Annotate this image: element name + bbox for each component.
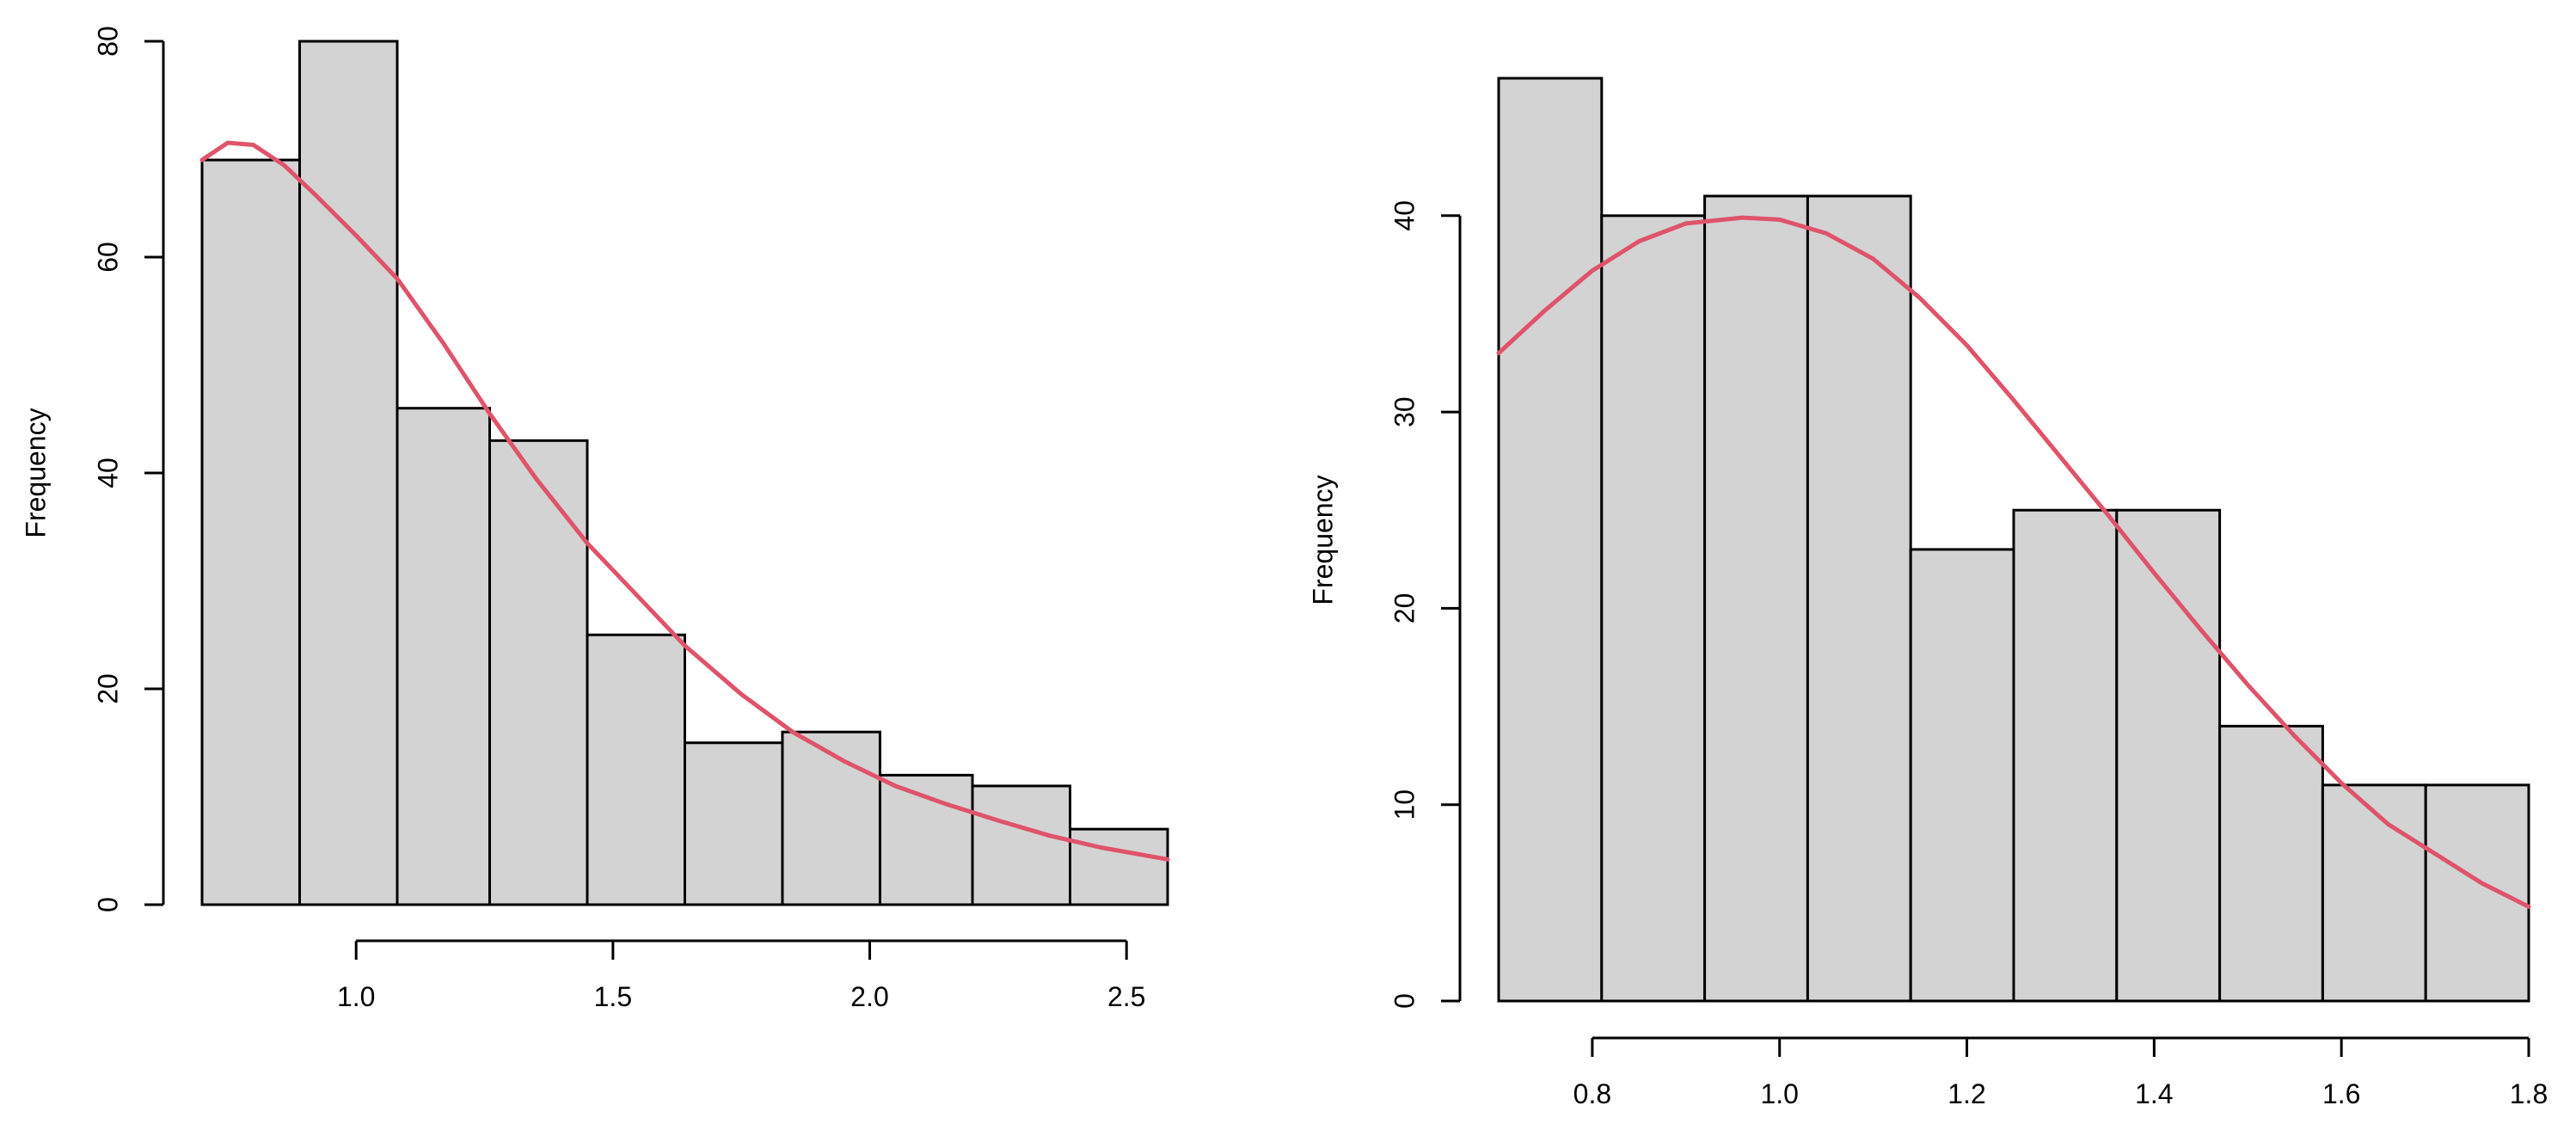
histogram-bar-1 — [297, 40, 399, 906]
y-tick-label-1: 10 — [1389, 789, 1420, 820]
density-curve — [1496, 215, 2531, 909]
y-axis-label: Frequency — [20, 408, 51, 537]
histogram-bar-5 — [684, 741, 784, 906]
y-tick-label-0: 0 — [1389, 993, 1420, 1009]
x-tick-label-1: 1.0 — [1760, 1078, 1798, 1109]
histogram-bar-3 — [1806, 194, 1912, 1003]
y-tick-label-2: 20 — [1389, 593, 1420, 624]
y-tick-label-3: 30 — [1389, 396, 1420, 427]
x-tick-label-0: 1.0 — [337, 981, 375, 1012]
y-axis-label: Frequency — [1307, 475, 1338, 605]
histogram-bar-0 — [200, 158, 301, 906]
histogram-bar-8 — [2321, 783, 2427, 1003]
histogram-bar-2 — [396, 407, 492, 906]
y-tick-label-4: 80 — [92, 26, 123, 57]
histogram-bar-0 — [1497, 77, 1604, 1003]
x-tick-label-2: 1.2 — [1947, 1078, 1985, 1109]
histogram-bar-9 — [1069, 827, 1169, 906]
y-tick-label-2: 40 — [92, 457, 123, 488]
histogram-bar-4 — [586, 633, 686, 906]
histogram-bar-8 — [971, 784, 1072, 906]
y-tick-label-1: 20 — [92, 673, 123, 704]
y-tick-label-0: 0 — [92, 897, 123, 912]
histogram-bar-1 — [1600, 214, 1707, 1003]
histogram-bar-6 — [781, 730, 881, 906]
histogram-bar-2 — [1703, 194, 1809, 1003]
y-tick-label-3: 60 — [92, 242, 123, 273]
x-tick-label-5: 1.8 — [2510, 1078, 2548, 1109]
x-tick-label-4: 1.6 — [2322, 1078, 2360, 1109]
x-tick-label-0: 0.8 — [1573, 1078, 1611, 1109]
histogram-left: 0 20 40 60 80 1.0 1.5 2.0 2.5 Frequency — [20, 26, 1170, 1012]
histogram-bar-6 — [2115, 508, 2222, 1003]
x-tick-label-3: 2.5 — [1107, 981, 1145, 1012]
histogram-bar-9 — [2424, 783, 2530, 1003]
histogram-bar-7 — [878, 773, 974, 906]
x-tick-label-1: 1.5 — [594, 981, 632, 1012]
density-curve — [199, 140, 1170, 862]
histogram-bar-4 — [1909, 548, 2015, 1003]
histogram-bar-3 — [488, 439, 589, 906]
y-tick-label-4: 40 — [1389, 200, 1420, 231]
histogram-bar-7 — [2218, 724, 2324, 1003]
x-tick-label-3: 1.4 — [2135, 1078, 2173, 1109]
x-tick-label-2: 2.0 — [850, 981, 888, 1012]
histogram-right: 0 10 20 30 40 0.8 1.0 1.2 1.4 1.6 1.8 Frequency — [1307, 77, 2548, 1109]
histogram-bar-5 — [2012, 508, 2119, 1003]
